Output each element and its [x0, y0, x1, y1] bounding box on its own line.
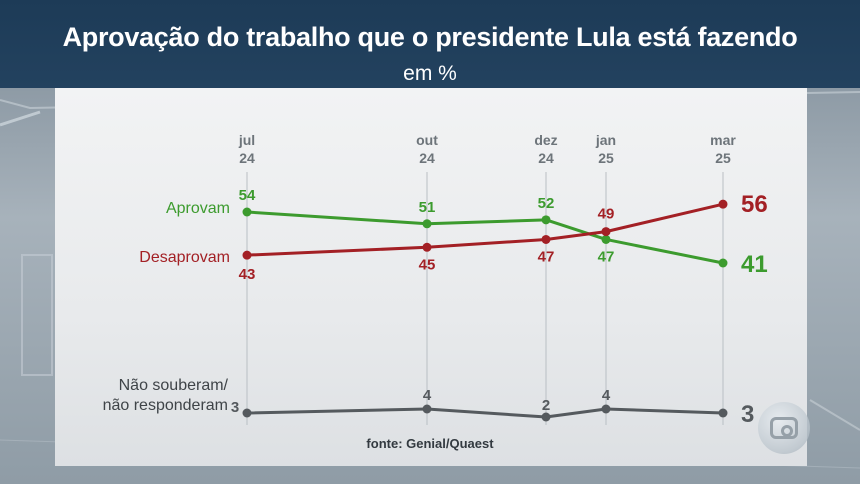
x-tick-month: out	[416, 132, 438, 148]
data-point	[718, 199, 728, 209]
x-tick-month: jul	[238, 132, 255, 148]
data-label: 4	[602, 387, 611, 404]
broadcaster-logo-icon	[758, 402, 810, 454]
data-label: 47	[538, 248, 555, 265]
data-label: 47	[598, 248, 615, 265]
x-tick-year: 25	[715, 150, 731, 166]
data-label: 51	[419, 199, 436, 216]
data-label: 45	[419, 256, 436, 273]
series-line-2	[246, 407, 724, 419]
data-point	[541, 412, 551, 422]
legend-nao-responderam: não responderam	[103, 397, 228, 414]
data-point	[541, 234, 551, 244]
data-point	[242, 250, 252, 260]
x-tick-year: 24	[538, 150, 554, 166]
data-label: 43	[239, 266, 256, 283]
x-tick-month: jan	[595, 132, 616, 148]
data-point	[422, 404, 432, 414]
data-point	[718, 408, 728, 418]
data-point	[541, 215, 551, 225]
x-tick-month: dez	[534, 132, 557, 148]
legend-desaprovam: Desaprovam	[139, 249, 230, 266]
chart-subtitle: em %	[403, 62, 457, 85]
data-point	[601, 234, 611, 244]
data-label: 54	[239, 187, 256, 204]
data-point	[601, 404, 611, 414]
data-label: 41	[741, 251, 768, 278]
data-label: 49	[598, 206, 615, 223]
legend-aprovam: Aprovam	[166, 200, 230, 217]
x-tick-year: 24	[239, 150, 255, 166]
x-tick-year: 24	[419, 150, 435, 166]
data-label: 56	[741, 191, 768, 218]
data-label: 2	[542, 397, 550, 414]
data-label: 3	[741, 401, 754, 428]
data-point	[601, 227, 611, 237]
data-label: 4	[423, 387, 432, 404]
x-tick-month: mar	[710, 132, 736, 148]
data-point	[718, 258, 728, 268]
data-label: 3	[231, 399, 239, 416]
chart-header: Aprovação do trabalho que o presidente L…	[0, 0, 860, 88]
data-point	[242, 207, 252, 217]
chart-title: Aprovação do trabalho que o presidente L…	[62, 22, 798, 52]
source-note: fonte: Genial/Quaest	[366, 436, 494, 451]
legend-nao-souberam: Não souberam/	[119, 377, 229, 394]
data-label: 52	[538, 195, 555, 212]
x-tick-year: 25	[598, 150, 614, 166]
data-point	[422, 242, 432, 252]
chart-panel	[55, 88, 807, 466]
data-point	[422, 219, 432, 229]
data-point	[242, 408, 252, 418]
